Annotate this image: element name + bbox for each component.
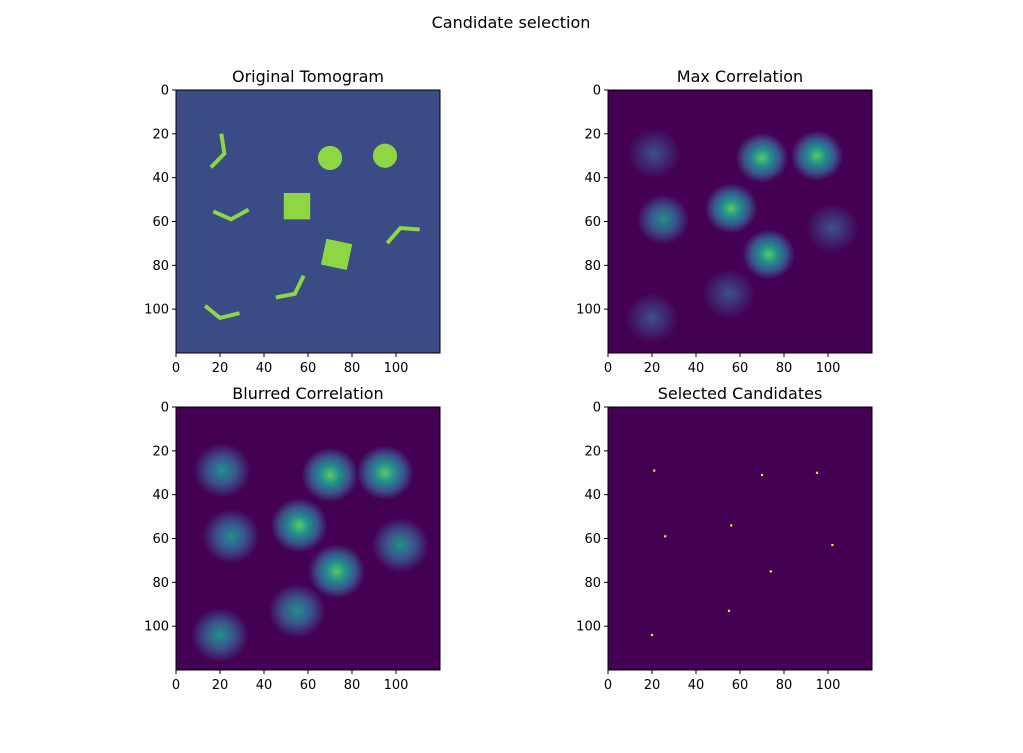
tomogram-disk: [317, 145, 343, 171]
y-tick-label: 0: [593, 401, 601, 416]
y-tick-label: 20: [584, 444, 601, 459]
y-tick-label: 100: [144, 303, 169, 318]
y-tick-label: 40: [584, 171, 601, 186]
y-tick-label: 60: [584, 532, 601, 547]
selected-candidates-title: Selected Candidates: [658, 384, 823, 403]
blurred-correlation-peak: [270, 498, 328, 553]
y-tick-label: 0: [161, 401, 169, 416]
x-tick-label: 40: [688, 678, 705, 693]
max-correlation-peak: [806, 202, 859, 254]
blurred-correlation-peak: [371, 517, 429, 573]
y-tick-label: 80: [584, 576, 601, 591]
x-tick-label: 40: [688, 361, 705, 376]
selected-candidates-image: [608, 407, 872, 670]
tomogram-chevron: [203, 304, 240, 321]
candidate-point: [831, 543, 834, 547]
original-tomogram-image: [176, 90, 440, 353]
candidate-point: [815, 471, 819, 474]
tomogram-chevron: [275, 274, 306, 300]
blurred-correlation-panel: Blurred Correlation 0 20 40 60 80 100 0 20 40 60 80…: [144, 384, 441, 693]
y-tick-label: 60: [584, 215, 601, 230]
x-tick-label: 80: [344, 361, 361, 376]
blurred-correlation-peak: [193, 443, 251, 498]
max-correlation-peak: [627, 128, 681, 179]
x-tick-label: 0: [172, 678, 180, 693]
y-tick-label: 80: [152, 576, 169, 591]
y-tick-label: 100: [576, 303, 601, 318]
y-tick-label: 0: [161, 84, 169, 99]
candidate-point: [760, 473, 764, 477]
max-correlation-peak: [735, 132, 789, 184]
tomogram-square: [320, 238, 353, 271]
candidate-point: [730, 524, 733, 527]
blurred-correlation-peak: [191, 607, 249, 663]
x-tick-label: 80: [776, 361, 793, 376]
max-correlation-peak: [636, 194, 690, 245]
max-correlation-peak: [625, 292, 679, 344]
candidate-point: [664, 535, 667, 538]
y-tick-label: 40: [584, 488, 601, 503]
max-correlation-peak: [704, 183, 758, 234]
blurred-correlation-peak: [308, 544, 366, 599]
candidate-point: [769, 570, 772, 573]
tomogram-chevron: [209, 133, 227, 169]
x-tick-label: 60: [300, 361, 317, 376]
max-correlation-peak: [702, 268, 756, 319]
x-tick-label: 20: [644, 361, 661, 376]
y-tick-label: 20: [152, 127, 169, 142]
x-tick-label: 0: [604, 361, 612, 376]
x-tick-label: 80: [776, 678, 793, 693]
x-tick-label: 100: [384, 678, 409, 693]
candidate-point: [727, 609, 731, 612]
candidate-point: [653, 469, 656, 472]
x-tick-label: 80: [344, 678, 361, 693]
y-tick-label: 0: [593, 84, 601, 99]
blurred-correlation-peak: [268, 583, 326, 638]
y-tick-label: 100: [144, 620, 169, 635]
blurred-correlation-peak: [356, 445, 414, 500]
y-tick-label: 20: [152, 444, 169, 459]
x-tick-label: 20: [212, 361, 229, 376]
x-tick-label: 60: [732, 361, 749, 376]
y-tick-label: 100: [576, 620, 601, 635]
x-tick-label: 20: [644, 678, 661, 693]
y-tick-label: 40: [152, 488, 169, 503]
blurred-correlation-peak: [202, 509, 260, 564]
tomogram-square: [283, 192, 311, 220]
x-tick-label: 0: [172, 361, 180, 376]
y-tick-label: 40: [152, 171, 169, 186]
original-tomogram-title: Original Tomogram: [232, 67, 384, 86]
tomogram-chevron: [212, 207, 250, 222]
max-correlation-peak: [742, 229, 795, 280]
y-tick-label: 80: [152, 259, 169, 274]
x-tick-label: 100: [816, 361, 841, 376]
y-tick-label: 60: [152, 215, 169, 230]
candidate-point: [650, 633, 654, 637]
x-tick-label: 20: [212, 678, 229, 693]
y-tick-label: 20: [584, 127, 601, 142]
y-tick-label: 80: [584, 259, 601, 274]
max-correlation-peak: [790, 130, 844, 181]
x-tick-label: 40: [256, 361, 273, 376]
figure-title: Candidate selection: [432, 13, 591, 32]
max-correlation-title: Max Correlation: [677, 67, 803, 86]
x-tick-label: 100: [384, 361, 409, 376]
max-correlation-panel: Max Correlation 0 20 40 60 80 100 0 20 40 60 80 100: [576, 67, 873, 376]
selected-candidates-panel: Selected Candidates 0 20 40 60 80 100 0 20 40 60 80…: [576, 384, 873, 693]
blurred-correlation-title: Blurred Correlation: [232, 384, 383, 403]
x-tick-label: 100: [816, 678, 841, 693]
x-tick-label: 0: [604, 678, 612, 693]
y-tick-label: 60: [152, 532, 169, 547]
x-tick-label: 60: [300, 678, 317, 693]
tomogram-chevron: [385, 226, 420, 245]
blurred-correlation-peak: [301, 447, 359, 503]
x-tick-label: 60: [732, 678, 749, 693]
x-tick-label: 40: [256, 678, 273, 693]
tomogram-disk: [372, 143, 398, 168]
original-tomogram-panel: Original Tomogram 0 20 40 60 80 100 0 20 40 60 80 10…: [144, 67, 441, 376]
